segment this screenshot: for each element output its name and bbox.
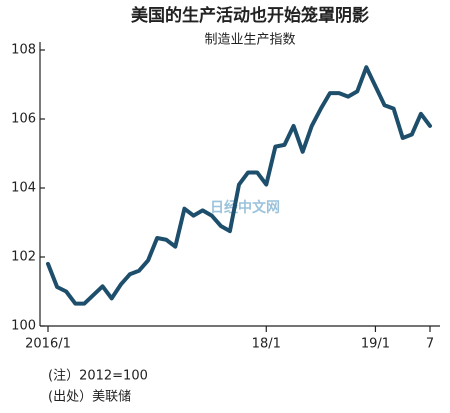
x-tick-label: 18/1 bbox=[252, 337, 281, 352]
chart-title: 美国的生产活动也开始笼罩阴影 bbox=[131, 5, 369, 26]
y-tick-label: 100 bbox=[11, 319, 36, 334]
x-tick-label: 7 bbox=[426, 337, 434, 352]
y-tick-label: 102 bbox=[11, 250, 36, 265]
y-tick-label: 104 bbox=[11, 181, 36, 196]
note: (注）2012=100 bbox=[48, 369, 148, 384]
y-tick-label: 106 bbox=[11, 112, 36, 127]
x-tick-label: 2016/1 bbox=[25, 337, 71, 352]
x-tick-label: 19/1 bbox=[361, 337, 390, 352]
watermark: 日经中文网 bbox=[210, 199, 280, 216]
chart-subtitle: 制造业生产指数 bbox=[204, 33, 295, 48]
note: (出处）美联储 bbox=[48, 390, 131, 405]
line bbox=[46, 65, 432, 306]
y-tick-label: 108 bbox=[11, 43, 36, 58]
